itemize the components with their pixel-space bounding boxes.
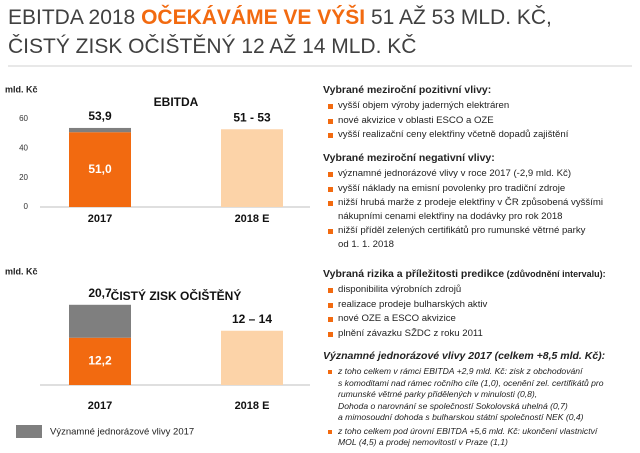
x-tick-label: 2017 [88,213,112,225]
bar-segment [69,127,131,133]
item-text: nové OZE a ESCO akvizice [338,313,456,324]
bullet [328,133,333,138]
bullet [328,370,332,374]
value-label: 51 - 53 [233,110,271,124]
heading-text: Vybraná rizika a příležitosti predikce [323,268,505,280]
item-text: realizace prodeje bulharských aktiv [338,298,488,310]
title-highlight: OČEKÁVÁME VE VÝŠI [141,6,366,29]
x-tick-label: 2018 E [235,400,270,412]
bar-segment [221,129,283,207]
legend-label: Významné jednorázové vlivy 2017 [50,427,194,438]
bullet [328,302,333,308]
item-text: nové akvizice v oblasti ESCO a OZE [338,114,494,126]
section-heading: Vybrané meziroční negativní vlivy: [323,152,495,164]
bullet [328,317,333,322]
title-part: EBITDA 2018 [8,6,142,29]
legend-swatch [16,425,42,438]
item-text: MOL (4,5) a prodej nemovitostí v Praze (… [338,437,508,447]
bullet [328,331,333,337]
item-text: od 1. 1. 2018 [338,238,395,250]
section-heading: Vybraná rizika a příležitosti predikce (… [323,268,606,280]
item-text: z toho celkem pod úrovní EBITDA +5,6 mld… [338,425,598,436]
item-text: významné jednorázové vlivy v roce 2017 (… [338,168,572,179]
bullet [328,429,332,434]
item-text: z toho celkem v rámci EBITDA +2,9 mld. K… [338,366,583,376]
total-label: 53,9 [88,109,112,123]
item-text: vyšší náklady na emisní povolenky pro tr… [338,182,566,194]
bullet [328,201,333,206]
item-text: rumunské větrné parky přidělených v minu… [338,389,538,399]
item-text: Dohoda o narovnání se společností Sokolo… [338,400,568,411]
section-heading: Vybrané meziroční pozitivní vlivy: [323,84,491,96]
value-label: 51,0 [88,162,112,176]
title-part: 51 AŽ 53 MLD. KČ, [365,6,552,29]
section-heading: Významné jednorázové vlivy 2017 (celkem … [323,350,605,362]
item-text: vyšší realizační ceny elektřiny včetně d… [338,129,569,140]
item-text: disponibilita výrobních zdrojů [338,284,462,295]
bullet [328,104,333,109]
title-line: EBITDA 2018 OČEKÁVÁME VE VÝŠI 51 AŽ 53 M… [8,6,552,30]
bullet [328,229,333,234]
item-text: plnění závazku SŽDC z roku 2011 [338,327,483,339]
bullet [328,288,333,293]
bar-segment [69,304,131,338]
item-text: nákupními cenami elektřiny na dodávky pr… [338,210,563,222]
chart-title: ČISTÝ ZISK OČIŠTĚNÝ [111,288,242,303]
bullet [328,186,333,192]
x-tick-label: 2018 E [235,213,270,225]
bullet [328,118,333,124]
y-axis-label: mld. Kč [5,84,38,94]
heading-note: (zdůvodnění intervalu): [504,269,606,279]
y-tick-label: 20 [19,173,28,182]
item-text: nižší příděl zelených certifikátů pro ru… [338,225,586,236]
y-tick-label: 40 [19,143,28,152]
item-text: vyšší objem výroby jaderných elektráren [338,100,510,111]
bar-segment [221,330,283,385]
y-axis-label: mld. Kč [5,266,38,276]
heading-text: Vybrané meziroční negativní vlivy: [323,152,495,164]
bullet [328,172,333,177]
y-tick-label: 0 [24,202,29,211]
y-tick-label: 60 [19,114,28,123]
x-tick-label: 2017 [88,400,112,412]
heading-text: Významné jednorázové vlivy 2017 (celkem … [323,350,606,362]
value-label: 12,2 [88,354,112,368]
chart-title: EBITDA [154,95,199,109]
item-text: nižší hrubá marže z prodeje elektřiny v … [338,197,604,208]
heading-text: Vybrané meziroční pozitivní vlivy: [323,84,492,96]
item-text: a mimosoudní dohoda s bulharskou státní … [338,412,584,422]
bar-segment [69,337,131,385]
item-text: s komoditami nad rámec ročního cíle (1,0… [338,377,604,388]
total-label: 20,7 [88,286,112,300]
bar-segment [69,132,131,207]
value-label: 12 – 14 [232,312,272,326]
title-line: ČISTÝ ZISK OČIŠTĚNÝ 12 AŽ 14 MLD. KČ [8,35,417,58]
